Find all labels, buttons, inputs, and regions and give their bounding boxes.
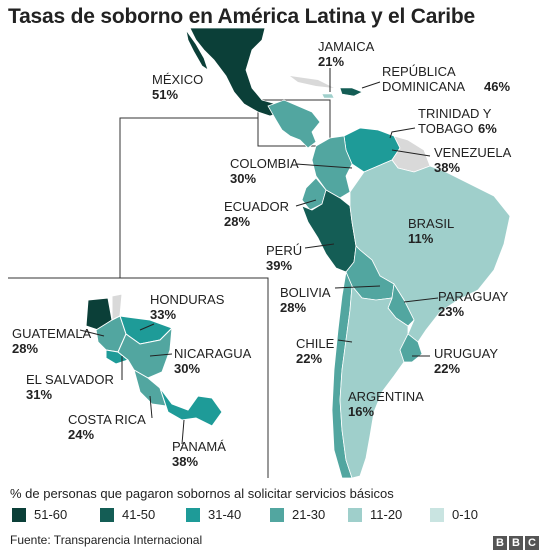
label-nicaragua-pct: 30% [174,361,200,376]
label-paraguay-pct: 23% [438,304,464,319]
label-honduras-pct: 33% [150,307,176,322]
label-jamaica-name: JAMAICA [318,39,375,54]
label-uruguay-pct: 22% [434,361,460,376]
label-peru-name: PERÚ [266,243,302,258]
label-dominicana-name2: DOMINICANA [382,79,465,94]
legend-swatch [348,508,362,522]
label-chile-name: CHILE [296,336,335,351]
label-dominicana-pct: 46% [484,79,510,94]
cuba-shape [290,76,334,88]
label-bolivia-name: BOLIVIA [280,285,331,300]
label-venezuela-name: VENEZUELA [434,145,512,160]
legend-label: 31-40 [208,507,242,522]
inset-nicaragua [117,326,173,379]
baja-shape [185,29,209,71]
inset-panama [159,387,223,427]
label-el-salvador-pct: 31% [26,387,52,402]
legend-swatch [430,508,444,522]
country-labels: MÉXICO 51% JAMAICA 21% REPÚBLICA DOMINIC… [12,39,512,469]
label-bolivia-pct: 28% [280,300,306,315]
label-guatemala-name: GUATEMALA [12,326,92,341]
label-uruguay-name: URUGUAY [434,346,498,361]
legend-caption: % de personas que pagaron sobornos al so… [10,486,394,501]
label-colombia-pct: 30% [230,171,256,186]
hispaniola-shape [339,87,363,97]
label-honduras-name: HONDURAS [150,292,225,307]
argentina-shape [339,284,409,479]
label-peru-pct: 39% [266,258,292,273]
jamaica-shape [321,93,335,99]
label-colombia-name: COLOMBIA [230,156,299,171]
label-nicaragua-name: NICARAGUA [174,346,252,361]
legend-swatch [270,508,284,522]
guianas-shape [391,135,431,173]
legend-swatch [100,508,114,522]
label-brasil-name: BRASIL [408,216,454,231]
label-dominicana-name1: REPÚBLICA [382,64,456,79]
central-america-shape [267,99,321,149]
bbc-logo-b2: B [509,536,523,550]
label-venezuela-pct: 38% [434,160,460,175]
label-mexico-name: MÉXICO [152,72,203,87]
label-trinidad-name1: TRINIDAD Y [418,106,492,121]
bbc-logo-c: C [525,536,539,550]
uruguay-shape [399,333,423,363]
label-trinidad-name2: TOBAGO [418,121,473,136]
label-mexico-pct: 51% [152,87,178,102]
mexico-shape [189,27,283,117]
inset-central-america [85,293,223,427]
label-ecuador-name: ECUADOR [224,199,289,214]
label-panama-pct: 38% [172,454,198,469]
legend-swatch [186,508,200,522]
leader-lines [79,68,439,445]
legend-swatch [12,508,26,522]
legend-label: 0-10 [452,507,479,522]
legend-label: 51-60 [34,507,68,522]
label-trinidad-pct: 6% [478,121,497,136]
label-costa-rica-pct: 24% [68,427,94,442]
label-el-salvador-name: EL SALVADOR [26,372,114,387]
inset-frame [8,99,331,478]
label-argentina-pct: 16% [348,404,374,419]
legend-label: 21-30 [292,507,326,522]
label-chile-pct: 22% [296,351,322,366]
label-ecuador-pct: 28% [224,214,250,229]
label-paraguay-name: PARAGUAY [438,289,509,304]
label-guatemala-pct: 28% [12,341,38,356]
label-panama-name: PANAMÁ [172,439,226,454]
source-note: Fuente: Transparencia Internacional [10,533,203,547]
bbc-logo-b1: B [493,536,507,550]
map-title: Tasas de soborno en América Latina y el … [8,5,475,28]
legend-label: 11-20 [370,507,403,522]
label-costa-rica-name: COSTA RICA [68,412,146,427]
label-brasil-pct: 11% [408,231,434,246]
legend-label: 41-50 [122,507,156,522]
label-jamaica-pct: 21% [318,54,344,69]
label-argentina-name: ARGENTINA [348,389,424,404]
